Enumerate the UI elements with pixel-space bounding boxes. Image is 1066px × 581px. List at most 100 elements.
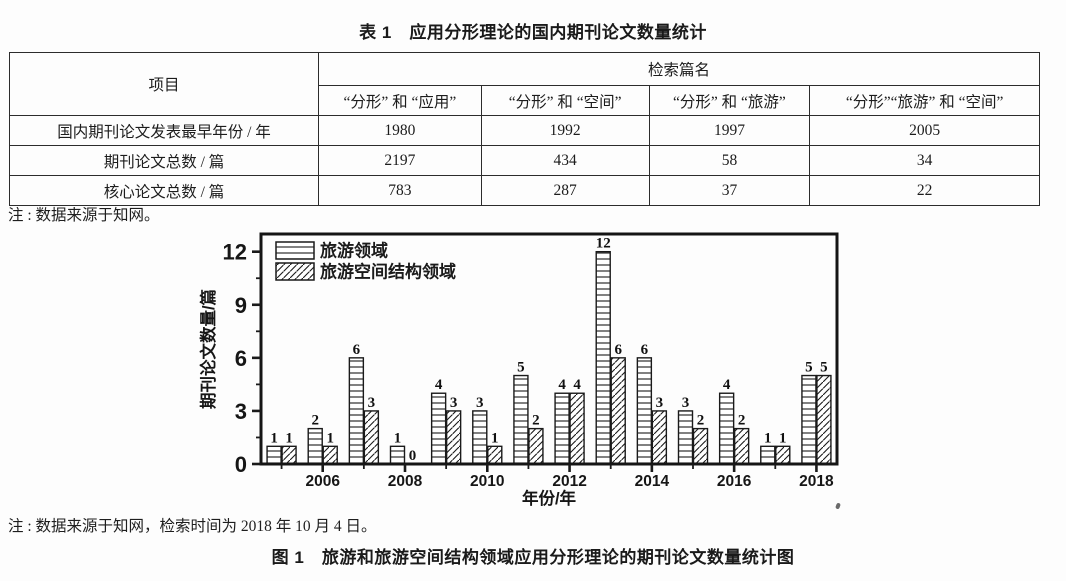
- table-column-header: “分形”“旅游” 和 “空间”: [809, 85, 1040, 116]
- table-column-header: “分形” 和 “旅游”: [648, 85, 811, 116]
- bar-value-label: 2: [697, 413, 705, 429]
- bar-value-label: 3: [682, 395, 690, 411]
- bar-spatial-2018: [816, 374, 832, 465]
- bar-value-label: 2: [532, 413, 540, 429]
- bar-spatial-2016: [733, 427, 750, 465]
- table-cell: 434: [480, 145, 650, 176]
- bar-value-label: 2: [738, 413, 746, 429]
- bar-value-label: 4: [573, 377, 581, 393]
- row-label: 期刊论文总数 / 篇: [9, 145, 319, 176]
- bar-value-label: 2: [311, 413, 319, 429]
- table-column-header: “分形” 和 “应用”: [318, 85, 482, 116]
- x-tick-label: 2014: [635, 473, 670, 490]
- bar-tourism-2008: [389, 445, 406, 465]
- bar-value-label: 3: [368, 395, 376, 411]
- table-cell: 22: [809, 175, 1040, 206]
- bar-value-label: 5: [517, 360, 525, 376]
- figure-caption: 图 1 旅游和旅游空间结构领域应用分形理论的期刊论文数量统计图: [271, 548, 795, 567]
- y-tick-label: 0: [235, 452, 247, 477]
- bar-tourism-2011: [513, 374, 529, 465]
- bar-value-label: 1: [285, 430, 293, 446]
- table-cell: 2005: [809, 115, 1040, 146]
- bar-spatial-2017: [775, 445, 791, 465]
- figure-bar-chart: 1 1 2 1 6 3 1 0 4 3 3 1 5 2 4 4 12 6 6 3 3 2 4 2 1 1 5 5 0 3 6 9 12 2006 2…: [186, 226, 858, 518]
- table-header-row-2: “分形” 和 “应用” “分形” 和 “空间” “分形” 和 “旅游” “分形”…: [10, 85, 1040, 116]
- table-cell: 1980: [318, 115, 482, 146]
- figure-source-note: 注 : 数据来源于知网，检索时间为 2018 年 10 月 4 日。: [8, 518, 377, 535]
- bar-spatial-2015: [692, 427, 709, 465]
- bar-tourism-2012: [554, 392, 570, 465]
- bar-spatial-2005: [281, 445, 297, 465]
- legend-label: 旅游空间结构领域: [320, 262, 456, 282]
- bar-value-label: 1: [491, 430, 499, 446]
- table-cell: 1992: [480, 115, 650, 146]
- bar-tourism-2016: [718, 392, 735, 465]
- bar-spatial-2013: [610, 357, 626, 465]
- bar-tourism-2017: [760, 445, 776, 465]
- row-label: 核心论文总数 / 篇: [9, 175, 319, 206]
- bar-value-label: 1: [326, 430, 334, 446]
- bar-value-label: 6: [353, 342, 361, 358]
- table-cell: 1997: [648, 115, 811, 146]
- bar-value-label: 6: [641, 342, 649, 358]
- bar-tourism-2007: [348, 357, 365, 465]
- bar-value-label: 3: [656, 395, 664, 411]
- bar-value-label: 4: [558, 377, 566, 393]
- table-row: 期刊论文总数 / 篇 2197 434 58 34: [9, 145, 1040, 176]
- x-tick-label: 2010: [470, 473, 504, 490]
- bar-value-label: 1: [270, 430, 278, 446]
- bar-tourism-2009: [430, 392, 447, 465]
- x-tick-label: 2018: [799, 473, 834, 490]
- table-row: 核心论文总数 / 篇 783 287 37 22: [9, 175, 1040, 206]
- bar-spatial-2006: [322, 445, 338, 465]
- x-tick-label: 2006: [305, 473, 340, 490]
- row-label: 国内期刊论文发表最早年份 / 年: [9, 115, 319, 146]
- bar-value-label: 6: [614, 342, 622, 358]
- plot-border: [259, 232, 839, 466]
- table-column-header: “分形” 和 “空间”: [480, 85, 650, 116]
- bar-value-label: 12: [596, 236, 611, 252]
- bar-value-label: 1: [394, 430, 402, 446]
- x-tick-label: 2008: [388, 473, 423, 490]
- bar-value-label: 5: [820, 360, 828, 376]
- bar-spatial-2010: [487, 445, 503, 465]
- bar-tourism-2013: [595, 250, 611, 465]
- legend-swatch-diagonal-stripes-icon: [275, 262, 315, 281]
- y-tick-label: 6: [235, 346, 247, 371]
- bar-value-label: 4: [723, 377, 731, 393]
- legend-label: 旅游领域: [320, 241, 388, 261]
- bar-spatial-2009: [445, 410, 462, 465]
- bar-spatial-2011: [528, 427, 544, 465]
- y-tick-label: 3: [235, 399, 247, 424]
- bar-tourism-2006: [307, 427, 323, 465]
- bar-value-label: 4: [435, 377, 443, 393]
- bar-value-label: 1: [779, 430, 787, 446]
- bar-value-label: 0: [409, 448, 417, 464]
- bar-value-label: 3: [476, 395, 484, 411]
- y-tick-label: 12: [223, 240, 247, 265]
- x-axis-title: 年份/年: [522, 488, 577, 508]
- bar-value-label: 1: [764, 430, 772, 446]
- table-cell: 34: [809, 145, 1040, 176]
- table-source-note: 注 : 数据来源于知网。: [8, 207, 160, 224]
- table-header-row-1: 项目 检索篇名: [9, 52, 1040, 116]
- bar-tourism-2015: [677, 410, 694, 465]
- table-header-item: 项目: [9, 52, 319, 116]
- statistics-table: 项目 检索篇名 “分形” 和 “应用” “分形” 和 “空间” “分形” 和 “…: [9, 52, 1040, 206]
- table-cell: 783: [318, 175, 482, 206]
- table-cell: 2197: [318, 145, 482, 176]
- bar-value-label: 5: [805, 360, 813, 376]
- bar-spatial-2014: [651, 410, 668, 465]
- table-title: 表 1 应用分形理论的国内期刊论文数量统计: [359, 23, 707, 42]
- y-tick-label: 9: [235, 293, 247, 318]
- table-cell: 287: [480, 175, 650, 206]
- table-cell: 58: [648, 145, 811, 176]
- table-cell: 37: [648, 175, 811, 206]
- table-row: 国内期刊论文发表最早年份 / 年 1980 1992 1997 2005: [9, 115, 1040, 146]
- bar-spatial-2007: [363, 410, 380, 465]
- bar-spatial-2012: [569, 392, 585, 465]
- bar-value-label: 3: [450, 395, 458, 411]
